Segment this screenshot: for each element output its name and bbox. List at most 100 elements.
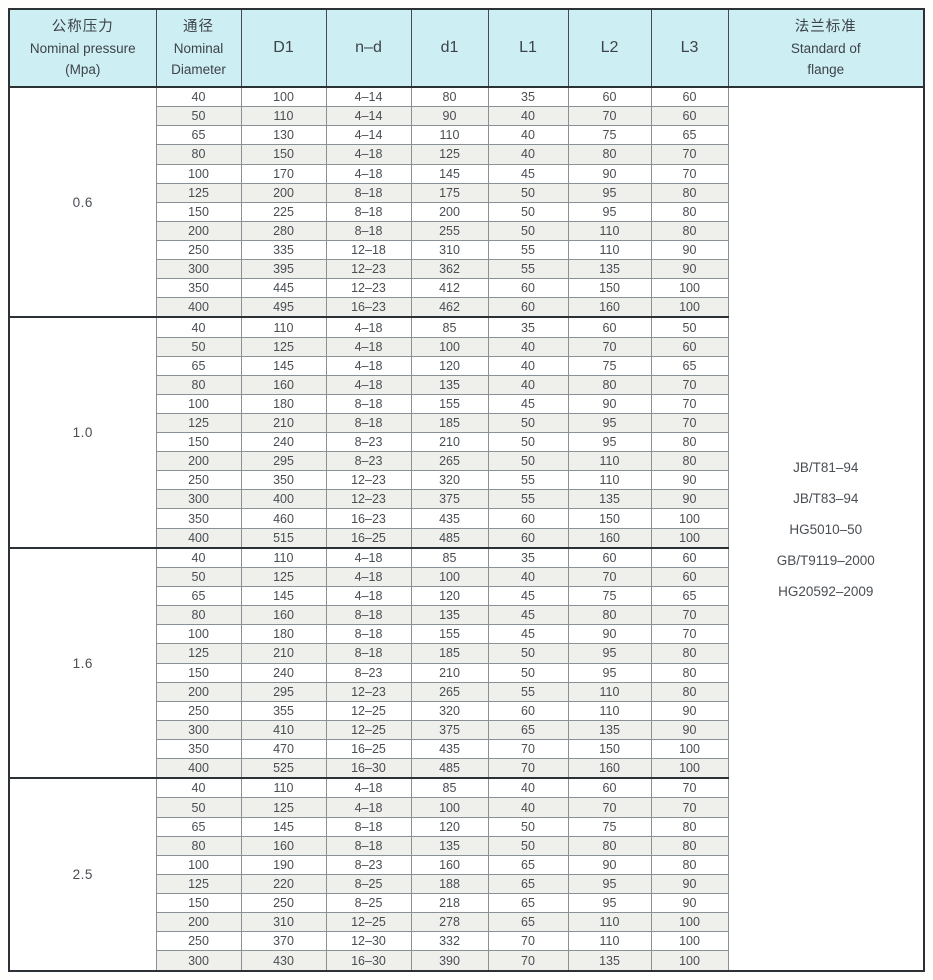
data-cell: 4–14 xyxy=(325,125,412,146)
data-cell: 50 xyxy=(487,662,569,683)
data-cell: 70 xyxy=(650,797,729,818)
table-row: 250 370 12–30 332 70 110 100 xyxy=(9,931,924,952)
data-cell: 110 xyxy=(410,125,489,146)
data-cell: 110 xyxy=(240,777,327,799)
table-row: 200 280 8–18 255 50 110 80 xyxy=(9,220,924,241)
data-cell: 50 xyxy=(487,413,569,434)
data-cell: 525 xyxy=(240,757,327,779)
data-cell: 320 xyxy=(410,700,489,721)
data-cell: 90 xyxy=(567,854,652,875)
data-cell: 295 xyxy=(240,451,327,472)
data-cell: 60 xyxy=(487,278,569,299)
data-cell: 350 xyxy=(155,738,242,759)
data-cell: 160 xyxy=(567,527,652,549)
table-row: 100 170 4–18 145 45 90 70 xyxy=(9,163,924,184)
data-cell: 100 xyxy=(155,393,242,415)
data-cell: 390 xyxy=(410,950,489,972)
data-cell: 300 xyxy=(155,489,242,510)
data-cell: 50 xyxy=(155,567,242,588)
data-cell: 350 xyxy=(155,508,242,529)
data-cell: 160 xyxy=(410,854,489,875)
data-cell: 16–25 xyxy=(325,738,412,759)
data-cell: 110 xyxy=(240,546,327,569)
data-cell: 80 xyxy=(650,681,729,702)
data-cell: 180 xyxy=(240,624,327,645)
header-pressure-en: Nominal pressure xyxy=(29,41,136,57)
table-row: 65 130 4–14 110 40 75 65 xyxy=(9,125,924,146)
data-cell: 175 xyxy=(410,182,489,203)
data-cell: 60 xyxy=(487,700,569,721)
data-cell: 200 xyxy=(410,201,489,222)
data-cell: 110 xyxy=(567,912,652,933)
data-cell: 8–18 xyxy=(325,393,412,415)
data-cell: 70 xyxy=(650,393,729,415)
header-diameter-zh: 通径 xyxy=(183,19,214,36)
data-cell: 110 xyxy=(240,106,327,127)
data-cell: 50 xyxy=(487,432,569,453)
data-cell: 100 xyxy=(650,757,729,779)
data-cell: 110 xyxy=(567,681,652,702)
col-header-d1-inner: d1 xyxy=(410,8,489,88)
data-cell: 250 xyxy=(155,700,242,721)
data-cell: 40 xyxy=(155,546,242,569)
data-cell: 412 xyxy=(410,278,489,299)
data-cell: 295 xyxy=(240,681,327,702)
data-cell: 4–18 xyxy=(325,374,412,395)
data-cell: 145 xyxy=(240,586,327,607)
data-cell: 130 xyxy=(240,125,327,146)
data-cell: 60 xyxy=(487,508,569,529)
data-cell: 95 xyxy=(567,892,652,914)
data-cell: 300 xyxy=(155,719,242,740)
data-cell: 80 xyxy=(650,201,729,222)
data-cell: 8–23 xyxy=(325,432,412,453)
data-cell: 90 xyxy=(650,489,729,510)
data-cell: 40 xyxy=(155,86,242,108)
data-cell: 100 xyxy=(410,567,489,588)
data-cell: 80 xyxy=(650,662,729,683)
data-cell: 8–18 xyxy=(325,220,412,241)
table-body: 0.6 40 100 4–14 80 35 60 60 JB/T81–94 JB/T83–94 HG… xyxy=(8,85,924,972)
data-cell: 110 xyxy=(567,470,652,491)
data-cell: 190 xyxy=(240,854,327,875)
standard-line: JB/T83–94 xyxy=(793,490,859,506)
data-cell: 90 xyxy=(650,719,729,740)
table-row: 100 180 8–18 155 45 90 70 xyxy=(9,393,924,415)
table-row: 1.0 40 110 4–18 85 35 60 50 xyxy=(8,316,924,549)
table-row: 80 160 8–18 135 50 80 80 xyxy=(9,835,924,856)
data-cell: 100 xyxy=(155,163,242,184)
table-row: 150 240 8–23 210 50 95 80 xyxy=(9,662,924,683)
data-cell: 70 xyxy=(487,931,569,952)
data-cell: 4–18 xyxy=(325,777,412,799)
data-cell: 65 xyxy=(155,355,242,376)
data-cell: 85 xyxy=(410,546,489,569)
data-cell: 40 xyxy=(155,316,242,338)
col-header-n-d: n–d xyxy=(325,8,412,88)
data-cell: 8–25 xyxy=(325,873,412,894)
data-cell: 135 xyxy=(410,835,489,856)
data-cell: 462 xyxy=(410,297,489,318)
data-cell: 75 xyxy=(567,355,652,376)
data-cell: 135 xyxy=(567,489,652,510)
data-cell: 155 xyxy=(410,624,489,645)
data-cell: 320 xyxy=(410,470,489,491)
data-cell: 278 xyxy=(410,912,489,933)
data-cell: 188 xyxy=(410,873,489,894)
data-cell: 200 xyxy=(155,451,242,472)
data-cell: 150 xyxy=(240,144,327,165)
data-cell: 100 xyxy=(650,278,729,299)
data-cell: 12–23 xyxy=(325,681,412,702)
table-row: 250 350 12–23 320 55 110 90 xyxy=(9,470,924,491)
table-row: 400 495 16–23 462 60 160 100 xyxy=(9,297,924,318)
data-cell: 85 xyxy=(410,777,489,799)
data-cell: 40 xyxy=(155,777,242,799)
data-cell: 300 xyxy=(155,950,242,972)
data-cell: 150 xyxy=(155,662,242,683)
header-diameter-en2: Diameter xyxy=(171,61,226,77)
data-cell: 60 xyxy=(650,546,729,569)
data-cell: 100 xyxy=(155,854,242,875)
data-cell: 125 xyxy=(240,797,327,818)
data-cell: 60 xyxy=(650,86,729,108)
data-cell: 150 xyxy=(567,508,652,529)
data-cell: 400 xyxy=(155,527,242,549)
